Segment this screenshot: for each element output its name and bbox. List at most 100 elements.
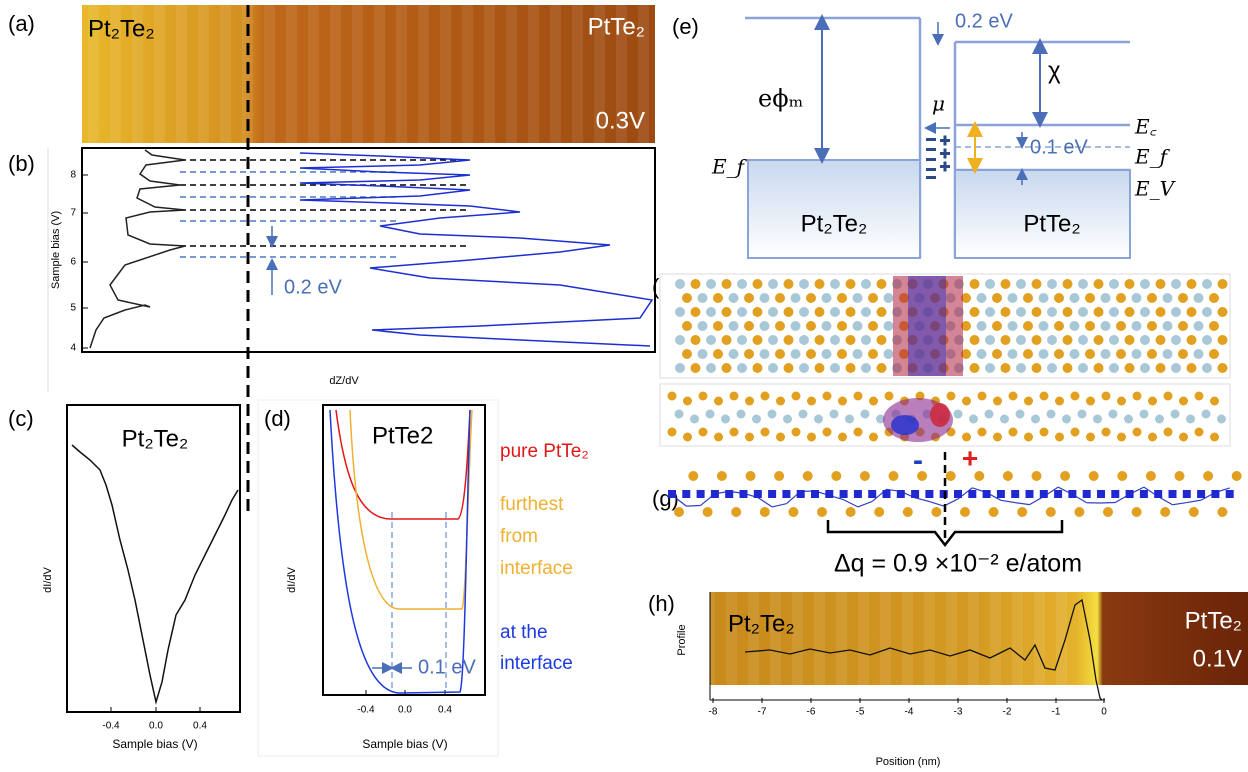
atom [829,409,839,419]
offset-label: 0.2 eV [955,10,1013,32]
atom [969,279,980,289]
atom [868,293,878,303]
y-axis-label: Sample bias (V) [50,211,62,289]
atom [1047,307,1057,317]
atom [884,391,894,401]
atom [1088,471,1099,481]
atom [1039,427,1049,437]
atom [876,279,887,289]
energy-annotation: 0.2 eV [284,276,342,298]
atom [721,414,730,424]
plot-title: Pt₂Te₂ [122,425,189,452]
atom [675,363,685,373]
x-tick-label: -0.4 [357,705,375,716]
atom [1093,414,1102,424]
atom [868,349,878,359]
atom [688,471,699,481]
atom [822,391,832,401]
atom [976,293,987,303]
material-label: Pt₂Te₂ [801,210,868,237]
atom [838,396,847,406]
atom [721,363,732,373]
atom [821,321,832,331]
atom [1031,335,1042,345]
atom [1008,391,1018,401]
atom [1038,349,1049,359]
atom [1060,471,1071,481]
atom [993,432,1002,442]
atom [853,490,862,498]
atom [768,363,778,373]
y-tick-label: 4 [70,343,76,354]
atom [683,432,692,442]
atom [888,471,899,481]
atom [853,427,863,437]
atom [830,279,840,289]
atom [821,349,832,359]
atom [713,321,723,331]
atom [1031,307,1042,317]
atom [1100,321,1111,331]
atom [946,391,956,401]
atom [962,396,971,406]
atom [1179,396,1188,406]
atom [806,321,816,331]
atom [1171,307,1181,317]
atom [969,363,980,373]
atom [674,507,684,517]
atom [883,293,894,303]
atom [1186,414,1195,424]
atom [739,490,748,498]
atom [814,335,825,345]
brace [826,520,1064,548]
atom [984,409,994,419]
atom [1070,391,1080,401]
atom [1178,321,1188,331]
atom [837,293,847,303]
atom [768,335,778,345]
atom [961,293,971,303]
atom [976,349,987,359]
x-tick-label: -7 [758,707,767,718]
atom [992,293,1002,303]
atom [1203,471,1214,481]
atom [1074,507,1085,517]
atom [675,335,685,345]
atom [1186,363,1197,373]
atom [690,363,701,373]
panel-label: (a) [8,11,35,36]
atom [1117,471,1128,481]
x-tick-label: 0 [1101,707,1107,718]
legend-entry: from [500,526,538,547]
atom [1147,293,1157,303]
atom [1210,396,1219,406]
atom [1217,279,1228,289]
atom [737,335,747,345]
atom [705,409,715,419]
atom [752,335,763,345]
atom [1097,490,1105,498]
atom [729,427,739,437]
atom [798,409,808,419]
atom [1139,490,1148,498]
atom [1077,409,1087,419]
atom [807,432,816,442]
atom [1007,321,1018,331]
gap-label: 0.1 eV [1030,136,1088,158]
atom [1085,321,1095,331]
atom [969,414,978,424]
atom [690,414,699,424]
atom [860,409,870,419]
atom [1147,321,1157,331]
x-tick-label: -6 [807,707,816,718]
mu-label: μ [932,92,945,116]
x-axis-label: Position (nm) [876,756,941,768]
y-axis-label: dI/dV [286,566,298,592]
atom [1025,490,1034,498]
atom [1070,427,1080,437]
atom [1054,349,1064,359]
atom [752,414,761,424]
atom [1131,293,1142,303]
atom [744,293,754,303]
atom [1163,391,1173,401]
